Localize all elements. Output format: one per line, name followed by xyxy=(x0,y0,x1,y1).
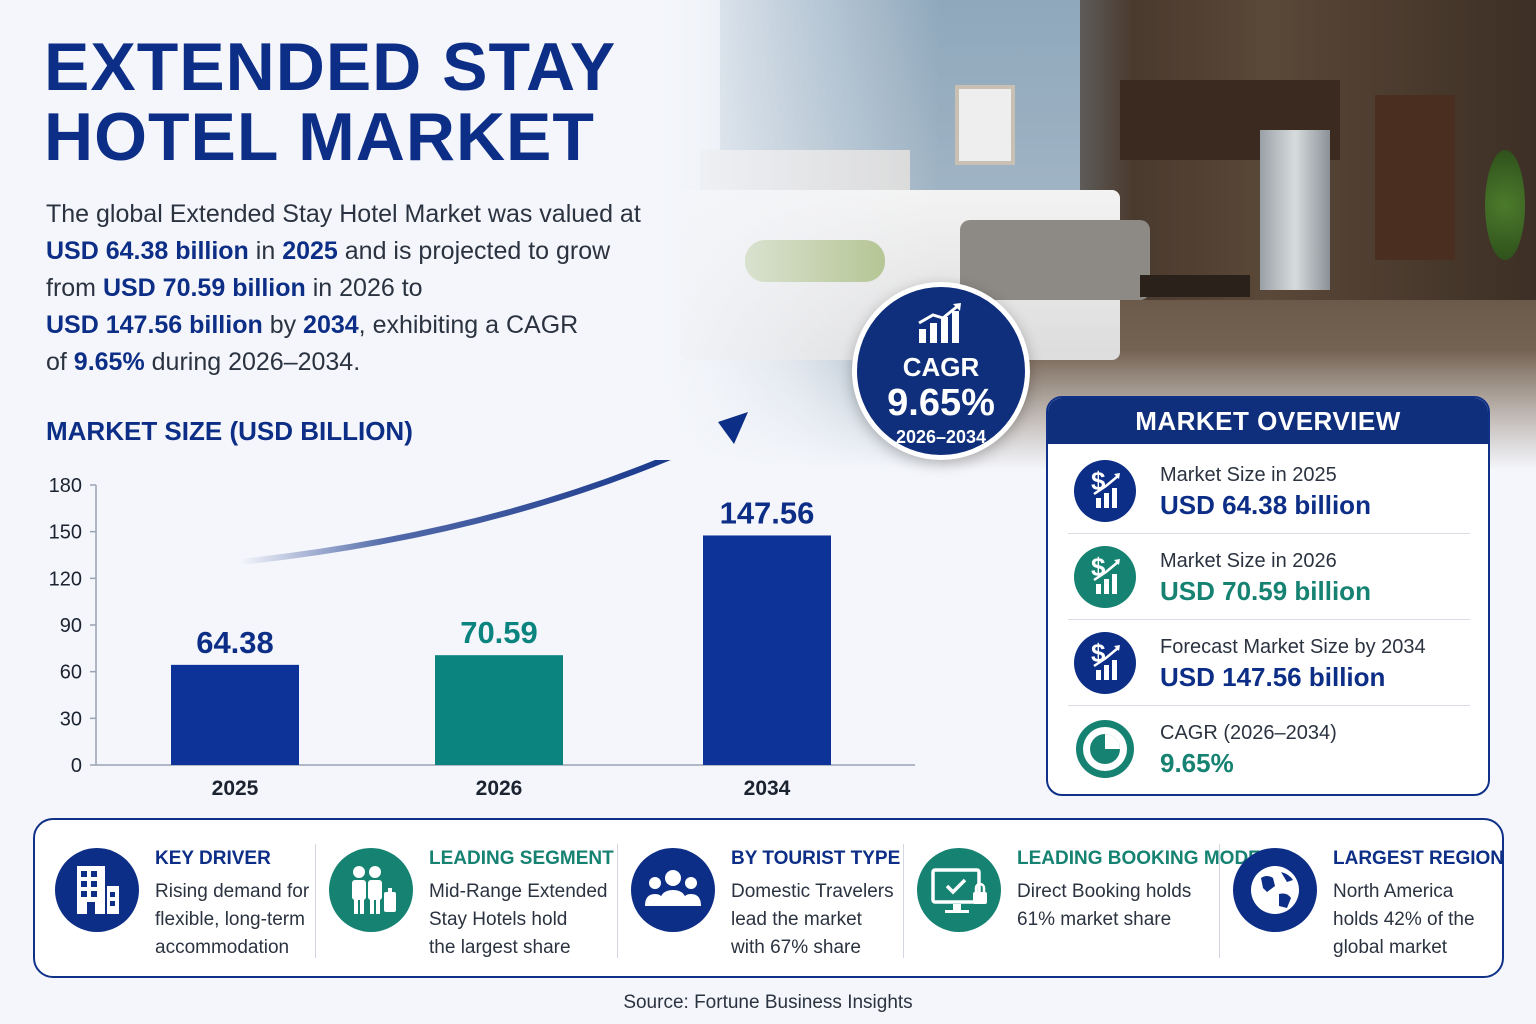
bar-2026 xyxy=(435,655,563,765)
bar-value-label: 147.56 xyxy=(720,495,815,530)
sofa xyxy=(960,220,1150,300)
cagr-badge-label: CAGR xyxy=(902,352,980,382)
divider xyxy=(315,844,316,958)
highlight-text: Direct Booking holds 61% market share xyxy=(1017,878,1191,934)
y-tick-label: 60 xyxy=(60,662,82,684)
market-size-bar-chart: 0 30 60 90 120 150 180 64.38 2025 70.59 2026 147.5… xyxy=(49,460,915,800)
highlight-text-line: with 67% share xyxy=(731,937,861,958)
highlight-card: KEY DRIVER Rising demand for flexible, lon… xyxy=(55,820,325,980)
overview-row-value: 9.65% xyxy=(1160,748,1234,778)
overview-row: $ Market Size in 2025 USD 64.38 billion xyxy=(1068,450,1470,534)
highlight-text-line: Rising demand for xyxy=(155,881,310,902)
building-icon xyxy=(55,848,139,932)
plant xyxy=(1485,150,1525,260)
x-tick-label: 2026 xyxy=(476,777,523,800)
market-overview-panel: MARKET OVERVIEW $ Market Size in 2025 USD … xyxy=(1046,396,1490,796)
bar-value-label: 64.38 xyxy=(196,625,274,660)
overview-row-value: USD 64.38 billion xyxy=(1160,490,1371,520)
overview-row-value: USD 147.56 billion xyxy=(1160,662,1386,692)
refrigerator xyxy=(1260,130,1330,290)
dollar-growth-icon: $ xyxy=(1074,632,1136,694)
title-line-2: HOTEL MARKET xyxy=(44,99,595,175)
highlights-bar: KEY DRIVER Rising demand for flexible, lon… xyxy=(33,818,1504,978)
growth-arrow-head xyxy=(718,412,748,444)
source-note: Source: Fortune Business Insights xyxy=(623,992,913,1013)
travelers-luggage-icon xyxy=(329,848,413,932)
bar-2025 xyxy=(171,664,299,765)
highlight-text: Rising demand for flexible, long-term acco… xyxy=(155,878,309,962)
cagr-badge: CAGR 9.65% 2026–2034 xyxy=(852,282,1030,460)
bar-value-label: 70.59 xyxy=(460,615,538,650)
globe-icon xyxy=(1233,848,1317,932)
y-tick-label: 180 xyxy=(49,475,82,497)
cagr-badge-value: 9.65% xyxy=(887,382,995,424)
highlight-card: LEADING BOOKING MODE Direct Booking holds… xyxy=(917,820,1261,980)
highlight-text-line: the largest share xyxy=(429,937,571,958)
highlight-text-line: 61% market share xyxy=(1017,909,1172,930)
highlight-card: LARGEST REGION North America holds 42% of … xyxy=(1233,820,1505,980)
dollar-growth-icon: $ xyxy=(1074,460,1136,522)
chart-title: MARKET SIZE (USD BILLION) xyxy=(46,416,413,446)
highlight-text-line: holds 42% of the xyxy=(1333,909,1475,930)
divider xyxy=(903,844,904,958)
intro-text: The global Extended Stay Hotel Market wa… xyxy=(46,200,641,376)
highlight-heading: BY TOURIST TYPE xyxy=(731,848,901,869)
highlight-heading: LARGEST REGION xyxy=(1333,848,1505,869)
overview-row: CAGR (2026–2034) 9.65% xyxy=(1068,708,1470,792)
page-title: EXTENDED STAY HOTEL MARKET xyxy=(44,32,616,172)
y-tick-label: 150 xyxy=(49,522,82,544)
x-tick-label: 2025 xyxy=(212,777,259,800)
highlight-text-line: accommodation xyxy=(155,937,290,958)
highlight-text-line: lead the market xyxy=(731,909,862,930)
highlight-text: North America holds 42% of the global mark… xyxy=(1333,878,1475,962)
highlight-card: BY TOURIST TYPE Domestic Travelers lead th… xyxy=(631,820,911,980)
cagr-badge-years: 2026–2034 xyxy=(895,427,987,447)
divider xyxy=(1219,844,1220,958)
overview-row: $ Forecast Market Size by 2034 USD 147.56 … xyxy=(1068,622,1470,706)
y-tick-label: 30 xyxy=(60,708,82,730)
highlight-text-line: Mid-Range Extended xyxy=(429,881,608,902)
highlight-text-line: Direct Booking holds xyxy=(1017,881,1192,902)
highlight-text-line: flexible, long-term xyxy=(155,909,305,930)
growth-chart-icon xyxy=(857,301,1025,350)
overview-row-label: CAGR (2026–2034) xyxy=(1160,722,1337,744)
dollar-growth-icon: $ xyxy=(1074,546,1136,608)
monitor-booking-icon xyxy=(917,848,1001,932)
highlight-text-line: global market xyxy=(1333,937,1448,958)
highlight-text: Domestic Travelers lead the market with 67… xyxy=(731,878,894,962)
overview-row-label: Market Size in 2025 xyxy=(1160,464,1337,486)
group-icon xyxy=(631,848,715,932)
highlight-text-line: Stay Hotels hold xyxy=(429,909,568,930)
divider xyxy=(617,844,618,958)
y-tick-label: 120 xyxy=(49,568,82,590)
highlight-text-line: North America xyxy=(1333,881,1454,902)
x-tick-label: 2034 xyxy=(744,777,791,800)
bar-2034 xyxy=(703,535,831,765)
overview-row-label: Forecast Market Size by 2034 xyxy=(1160,636,1426,658)
growth-arrow xyxy=(239,460,671,565)
highlight-card: LEADING SEGMENT Mid-Range Extended Stay Ho… xyxy=(329,820,619,980)
pie-chart-icon xyxy=(1074,718,1136,780)
overview-row-value: USD 70.59 billion xyxy=(1160,576,1371,606)
y-tick-label: 90 xyxy=(60,615,82,637)
highlight-text: Mid-Range Extended Stay Hotels hold the la… xyxy=(429,878,608,962)
highlight-heading: LEADING BOOKING MODE xyxy=(1017,848,1261,869)
wall-art xyxy=(955,85,1015,165)
highlight-heading: KEY DRIVER xyxy=(155,848,271,869)
title-line-1: EXTENDED STAY xyxy=(44,29,617,105)
highlight-text-line: Domestic Travelers xyxy=(731,881,894,902)
highlight-heading: LEADING SEGMENT xyxy=(429,848,614,869)
overview-row: $ Market Size in 2026 USD 70.59 billion xyxy=(1068,536,1470,620)
market-overview-header: MARKET OVERVIEW xyxy=(1048,398,1488,444)
overview-row-label: Market Size in 2026 xyxy=(1160,550,1337,572)
y-tick-label: 0 xyxy=(71,755,82,777)
